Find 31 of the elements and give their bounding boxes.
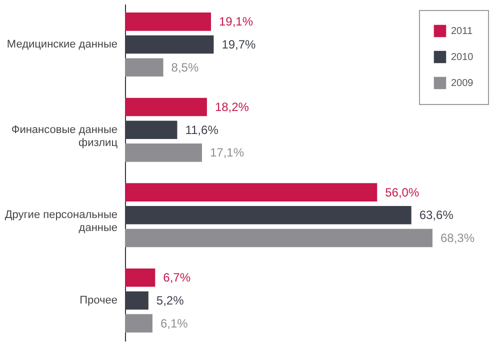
bar — [125, 268, 156, 287]
legend-label: 2009 — [451, 78, 474, 89]
y-tick-label: Другие персональные данные — [4, 209, 118, 234]
bar — [125, 98, 207, 116]
data-label: 56,0% — [385, 185, 420, 200]
data-label: 19,1% — [218, 14, 254, 29]
data-label: 68,3% — [440, 231, 475, 246]
data-label: 18,2% — [214, 100, 250, 114]
bar — [125, 314, 152, 332]
data-label: 63,6% — [419, 208, 454, 222]
bar — [125, 206, 412, 224]
bar — [125, 12, 211, 31]
y-tick-label: Прочее — [80, 294, 118, 306]
bar — [125, 120, 178, 139]
bar — [125, 144, 202, 162]
data-label: 19,7% — [222, 38, 256, 52]
bar — [125, 183, 378, 202]
data-label: 8,5% — [171, 60, 199, 74]
data-label: 6,1% — [160, 316, 188, 330]
data-label: 5,2% — [156, 293, 184, 308]
bar — [125, 228, 432, 248]
legend-label: 2011 — [451, 26, 473, 37]
legend-label: 2010 — [451, 52, 474, 63]
data-label: 11,6% — [185, 122, 219, 137]
y-tick-label: Финансовые данные физлиц — [11, 124, 118, 149]
data-label: 17,1% — [210, 146, 244, 160]
data-label: 6,7% — [163, 270, 191, 285]
y-tick-label: Медицинские данные — [6, 38, 118, 51]
bar — [125, 35, 214, 54]
bar — [125, 291, 148, 310]
bar — [125, 58, 164, 77]
